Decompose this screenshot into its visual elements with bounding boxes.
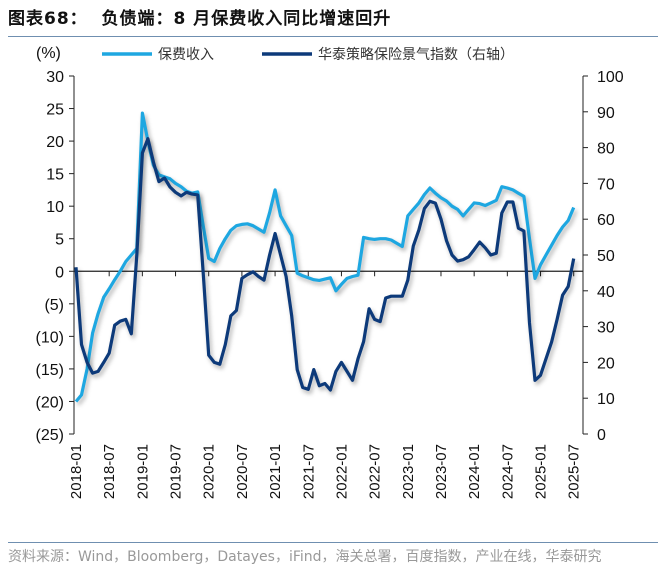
right-axis-tick-label: 60 — [597, 212, 615, 229]
left-axis-tick-label: 5 — [55, 232, 64, 249]
left-axis-tick-label: 10 — [46, 199, 64, 216]
right-axis-tick-label: 40 — [597, 284, 615, 301]
x-axis-tick-label: 2023-01 — [400, 444, 417, 499]
figure-title: 图表68： 负债端：8 月保费收入同比增速回升 — [8, 9, 392, 29]
left-axis-tick-label: (20) — [36, 394, 64, 411]
left-axis-label: (%) — [36, 45, 61, 62]
x-axis-tick-label: 2025-01 — [533, 444, 550, 499]
x-axis-tick-label: 2019-01 — [134, 444, 151, 499]
right-axis-tick-label: 100 — [597, 69, 624, 86]
x-axis-tick-label: 2023-07 — [433, 444, 450, 499]
x-axis-tick-label: 2021-01 — [267, 444, 284, 499]
left-axis-tick-label: (10) — [36, 329, 64, 346]
left-axis-tick-label: 20 — [46, 134, 64, 151]
right-axis-tick-label: 10 — [597, 391, 615, 408]
x-axis-tick-label: 2020-07 — [234, 444, 251, 499]
legend: 保费收入 华泰策略保险景气指数（右轴） — [102, 46, 514, 63]
legend-label-premium: 保费收入 — [158, 47, 214, 63]
x-axis-tick-label: 2025-07 — [566, 444, 583, 499]
series-line-premium — [74, 111, 576, 403]
right-axis-tick-label: 30 — [597, 320, 615, 337]
x-axis-tick-label: 2021-07 — [300, 444, 317, 499]
right-axis-tick-label: 70 — [597, 176, 615, 193]
left-axis-tick-label: (15) — [36, 362, 64, 379]
x-axis-tick-label: 2024-07 — [499, 444, 516, 499]
x-axis-tick-label: 2022-01 — [333, 444, 350, 499]
source-note: 资料来源：Wind，Bloomberg，Datayes，iFind，海关总署，百… — [8, 549, 602, 565]
legend-label-index: 华泰策略保险景气指数（右轴） — [318, 46, 514, 63]
left-axis-tick-label: 15 — [46, 167, 64, 184]
right-axis-tick-label: 80 — [597, 141, 615, 158]
x-axis-tick-label: 2018-07 — [101, 444, 118, 499]
footer-divider — [8, 542, 658, 543]
title-divider — [8, 36, 658, 37]
x-axis-tick-label: 2020-01 — [201, 444, 218, 499]
x-axis-tick-label: 2018-01 — [68, 444, 85, 499]
left-axis-tick-label: 0 — [55, 264, 64, 281]
x-axis-tick-label: 2024-01 — [466, 444, 483, 499]
right-axis-tick-label: 0 — [597, 427, 606, 444]
series-line-index — [74, 137, 576, 392]
x-axis-tick-label: 2019-07 — [168, 444, 185, 499]
left-axis-tick-label: 30 — [46, 69, 64, 86]
right-axis-tick-label: 50 — [597, 248, 615, 265]
left-axis-tick-label: (25) — [36, 427, 64, 444]
x-axis-tick-label: 2022-07 — [367, 444, 384, 499]
right-axis-tick-label: 20 — [597, 355, 615, 372]
right-axis-tick-label: 90 — [597, 105, 615, 122]
left-axis-tick-label: (5) — [44, 297, 64, 314]
left-axis-tick-label: 25 — [46, 102, 64, 119]
